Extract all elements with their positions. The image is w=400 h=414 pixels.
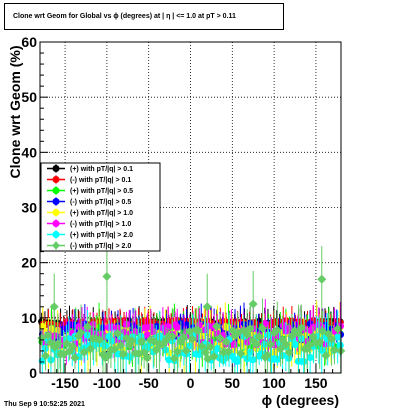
data-point [281,340,291,350]
data-point [246,348,254,356]
data-point [118,349,128,359]
data-point [153,322,161,331]
data-point [327,334,337,344]
data-point [205,342,215,352]
data-point [291,341,300,349]
x-tick-label: -150 [51,375,79,391]
data-point [43,330,53,340]
legend-box [40,162,161,252]
data-point [233,357,242,366]
data-point [245,323,255,333]
data-point [108,337,116,345]
data-point [172,347,182,357]
x-tick-label: 100 [262,375,286,391]
legend-marker [52,176,60,183]
data-point [224,347,234,357]
data-point [315,337,325,347]
x-axis-label: ϕ (degrees) [262,392,339,408]
legend-marker [52,241,60,250]
data-point [197,341,207,351]
y-tick-label: 40 [21,144,37,160]
data-point [127,336,137,346]
data-point [79,347,89,357]
data-point [306,353,314,362]
legend-entry: (-) with pT/|q| > 1.0 [70,221,131,228]
data-point [284,348,294,358]
data-point [308,332,318,342]
y-axis-label: Clone wrt Geom (%) [7,45,23,178]
x-tick-label: 50 [225,375,241,391]
data-point [142,353,152,363]
data-point [254,332,264,342]
legend-marker [52,209,60,216]
legend-marker [52,220,60,227]
data-point [41,351,51,361]
data-point [181,346,191,356]
data-point [193,325,203,335]
data-point [212,321,222,331]
data-point [249,356,257,364]
data-point [173,323,181,331]
data-point [70,353,80,363]
data-point [236,348,246,358]
data-point [272,325,282,335]
legend-entry: (+) with pT/|q| > 1.0 [70,210,133,217]
data-point [317,274,327,284]
data-point [49,302,59,312]
data-point [209,352,219,362]
legend-marker [52,231,60,238]
data-point [300,357,308,366]
chart-title: Clone wrt Geom for Global vs ϕ (degrees)… [4,3,284,30]
legend-entry: (-) with pT/|q| > 2.0 [70,243,131,250]
data-point [167,331,177,341]
legend-marker [52,198,60,205]
legend-entry: (+) with pT/|q| > 0.1 [70,166,133,173]
data-point [333,324,343,334]
data-point [169,353,179,363]
data-point [336,341,344,349]
data-point [102,271,112,281]
data-point [187,334,197,344]
data-points [37,243,346,373]
x-tick-label: -50 [139,375,159,391]
data-point [330,345,340,355]
y-tick-label: 10 [21,310,37,326]
x-tick-label: -100 [93,375,121,391]
data-point [110,344,120,354]
axes: 0 10 20 30 40 50 60 -150 -100 -50 0 50 100 150 [21,34,334,391]
y-tick-label: 30 [21,200,37,216]
legend-entry: (-) with pT/|q| > 0.5 [70,199,131,206]
data-point [76,328,86,338]
data-point [265,339,275,349]
timestamp: Thu Sep 9 10:52:25 2021 [4,401,85,408]
data-point [85,344,95,354]
data-point [251,339,261,349]
legend-entry: (-) with pT/|q| > 0.1 [70,177,131,184]
data-point [95,335,105,345]
data-point [296,323,306,333]
legend-marker [52,165,60,172]
y-tick-label: 20 [21,255,37,271]
y-tick-label: 60 [21,34,37,50]
legend-marker [52,187,60,194]
data-point [263,350,273,360]
data-point [242,330,252,340]
x-tick-label: 150 [304,375,328,391]
data-point [202,302,212,312]
y-tick-label: 50 [21,89,37,105]
legend: (+) with pT/|q| > 0.1 (-) with pT/|q| > 0… [40,162,161,252]
y-tick-label: 0 [29,365,37,381]
legend-entry: (+) with pT/|q| > 2.0 [70,232,133,239]
x-tick-label: 0 [187,375,195,391]
data-point [248,299,258,309]
data-point [257,324,267,334]
data-point [279,322,288,330]
data-point [39,322,47,331]
data-point [215,333,225,343]
legend-entry: (+) with pT/|q| > 0.5 [70,188,133,195]
data-point [113,328,123,338]
